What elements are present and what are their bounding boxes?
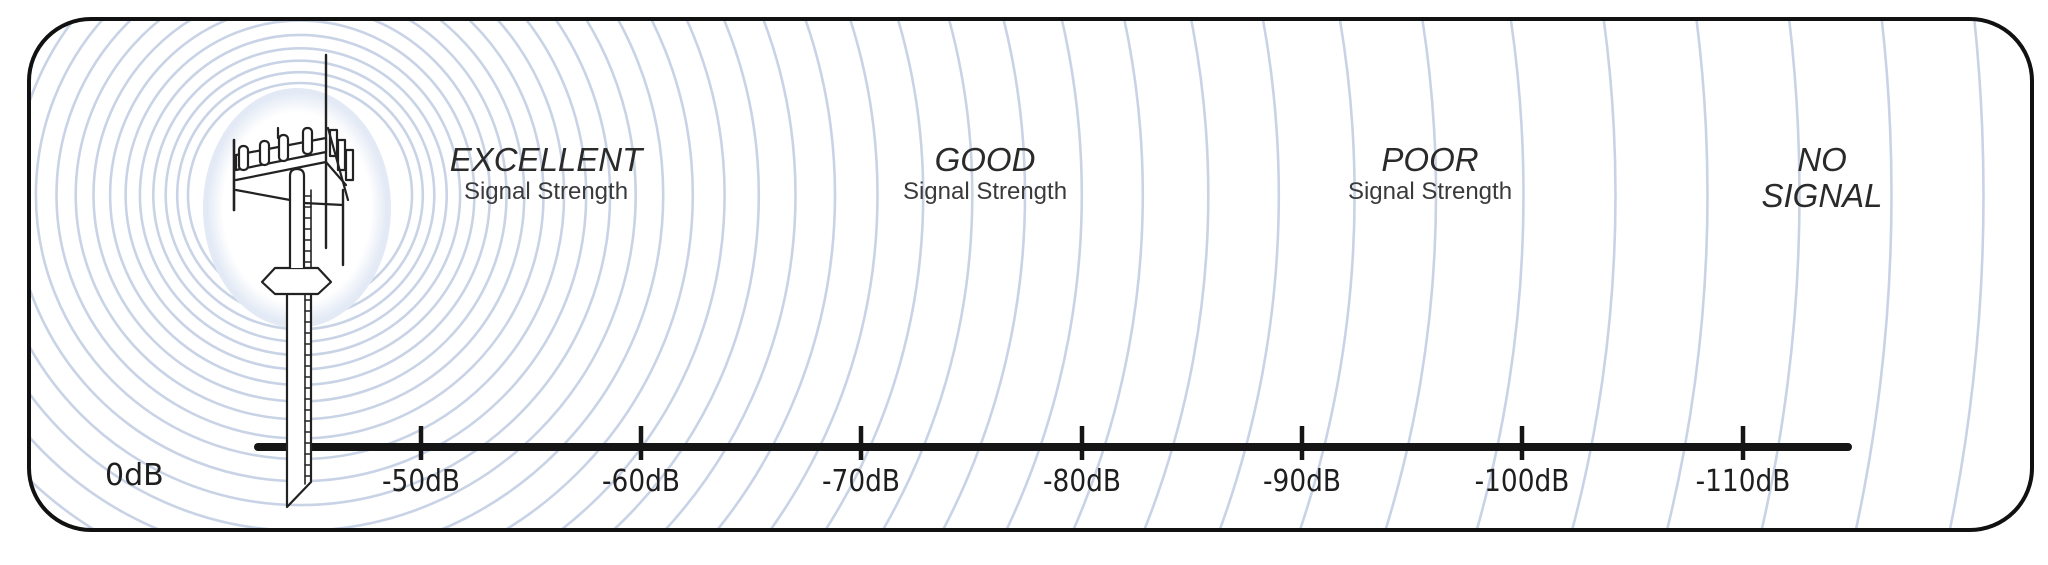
zone-excellent: EXCELLENT Signal Strength bbox=[346, 142, 746, 206]
zone-subtitle: Signal Strength bbox=[463, 178, 629, 205]
db-label: -70dB bbox=[822, 464, 900, 499]
zone-no-signal: NO SIGNAL bbox=[1622, 142, 2022, 214]
diagram-frame bbox=[27, 17, 2034, 532]
db-label-zero: 0dB bbox=[105, 458, 164, 493]
zone-title: NO bbox=[1797, 141, 1847, 178]
db-scale-axis bbox=[254, 426, 1852, 460]
zone-good: GOOD Signal Strength bbox=[785, 142, 1185, 206]
db-label: -80dB bbox=[1043, 464, 1121, 499]
db-label: -50dB bbox=[382, 464, 460, 499]
zone-title: GOOD bbox=[934, 141, 1036, 178]
db-label: -60dB bbox=[602, 464, 680, 499]
zone-title: POOR bbox=[1381, 141, 1479, 178]
cell-tower-icon bbox=[232, 53, 355, 509]
db-label: -90dB bbox=[1263, 464, 1341, 499]
db-label: -110dB bbox=[1695, 464, 1791, 499]
zone-subtitle: Signal Strength bbox=[1347, 178, 1513, 205]
zone-subtitle: SIGNAL bbox=[1761, 177, 1883, 214]
zone-subtitle: Signal Strength bbox=[902, 178, 1068, 205]
db-label: -100dB bbox=[1474, 464, 1570, 499]
zone-title: EXCELLENT bbox=[449, 141, 643, 178]
zone-poor: POOR Signal Strength bbox=[1230, 142, 1630, 206]
